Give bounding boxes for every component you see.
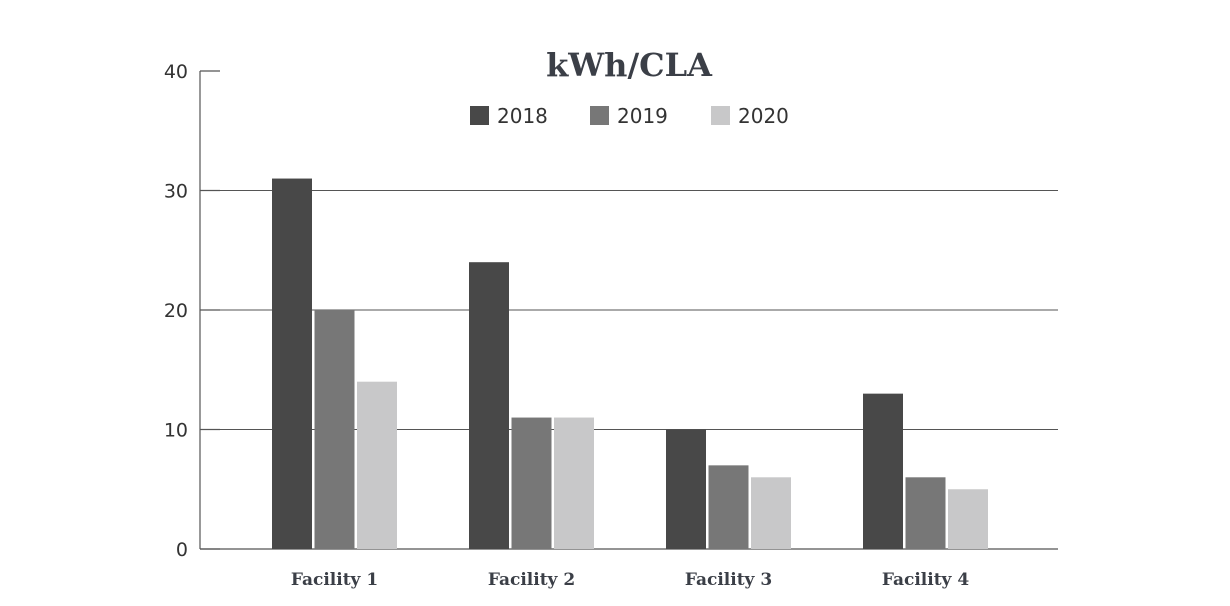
legend-swatch-2018 — [470, 106, 489, 125]
y-tick-label: 40 — [164, 61, 188, 83]
bar-2020-facility-4 — [948, 489, 988, 549]
x-axis-ticks: Facility 1 Facility 2 Facility 3 Facility 4 — [291, 570, 970, 590]
bar-2020-facility-3 — [751, 477, 791, 549]
bar-2018-facility-2 — [469, 262, 509, 549]
legend: 2018 2019 2020 — [470, 104, 789, 128]
legend-label-2020: 2020 — [738, 104, 789, 128]
x-tick-label: Facility 4 — [882, 570, 970, 590]
bar-2019-facility-1 — [314, 310, 355, 549]
bars — [272, 178, 988, 550]
bar-2019-facility-3 — [708, 465, 749, 549]
bar-2020-facility-2 — [554, 417, 594, 549]
bar-2019-facility-2 — [511, 417, 552, 549]
x-tick-label: Facility 3 — [685, 570, 772, 590]
y-tick-label: 0 — [176, 539, 188, 561]
bar-2019-facility-4 — [905, 477, 946, 549]
x-tick-label: Facility 2 — [488, 570, 575, 590]
bar-2020-facility-1 — [357, 381, 397, 549]
y-tick-label: 10 — [164, 420, 188, 442]
legend-label-2019: 2019 — [617, 104, 668, 128]
legend-swatch-2019 — [590, 106, 609, 125]
chart-title: kWh/CLA — [546, 46, 713, 84]
bar-2018-facility-1 — [272, 178, 312, 550]
y-tick-label: 20 — [164, 300, 188, 322]
x-tick-label: Facility 1 — [291, 570, 378, 590]
bar-2018-facility-3 — [666, 429, 706, 549]
y-tick-label: 30 — [164, 181, 188, 203]
legend-swatch-2020 — [711, 106, 730, 125]
bar-2018-facility-4 — [863, 393, 903, 549]
legend-label-2018: 2018 — [497, 104, 548, 128]
